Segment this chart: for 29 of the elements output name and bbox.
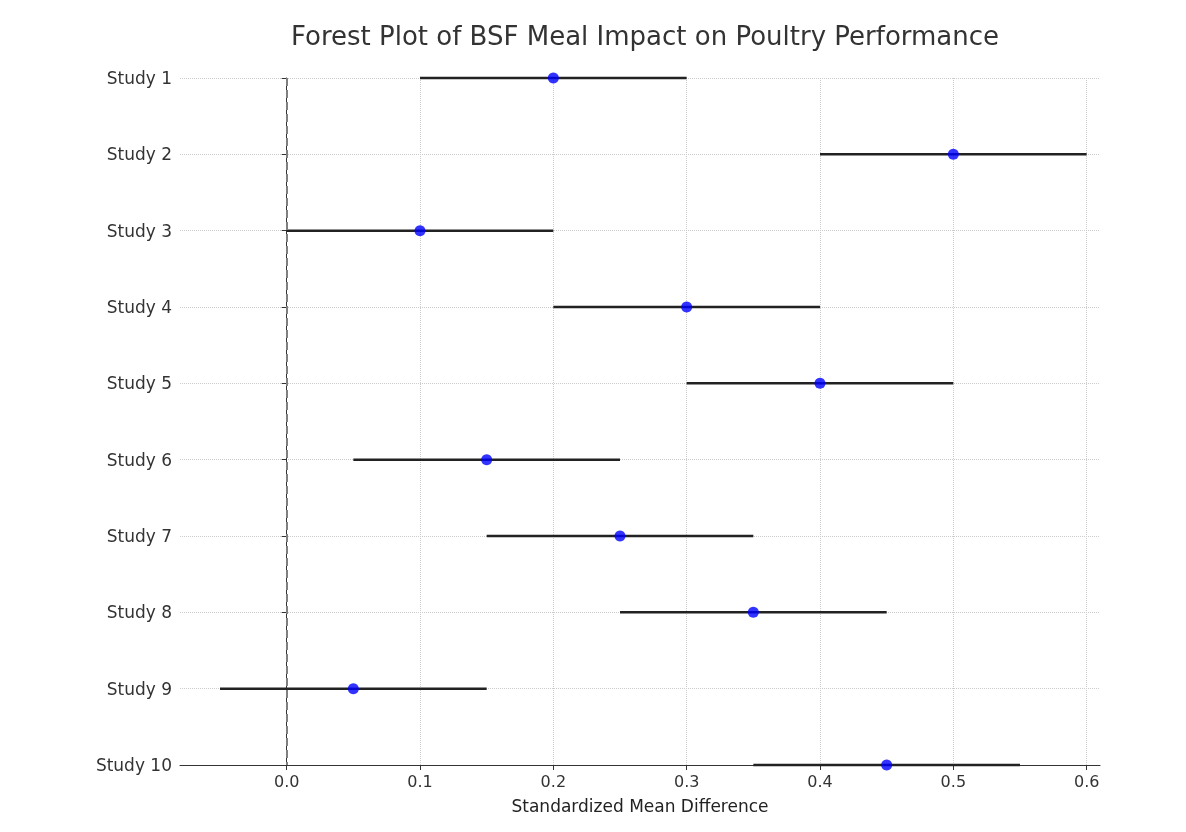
point bbox=[547, 72, 559, 84]
x-tick-label: 0.0 bbox=[273, 771, 300, 791]
y-tick-label: Study 9 bbox=[106, 678, 172, 699]
y-tick-label: Study 3 bbox=[106, 220, 172, 241]
y-tick-label: Study 6 bbox=[106, 449, 172, 470]
y-tick-label: Study 1 bbox=[106, 68, 172, 88]
x-tick-label: 0.4 bbox=[807, 771, 833, 791]
point bbox=[947, 148, 959, 160]
x-tick-label: 0.5 bbox=[940, 771, 967, 791]
point bbox=[614, 530, 626, 542]
point bbox=[881, 759, 893, 771]
chart-title: Forest Plot of BSF Meal Impact on Poultry Performance bbox=[290, 21, 1000, 51]
point bbox=[481, 454, 493, 466]
y-tick-label: Study 5 bbox=[106, 373, 172, 394]
point bbox=[681, 301, 693, 313]
y-tick-label: Study 2 bbox=[106, 144, 172, 165]
point bbox=[414, 225, 426, 237]
x-tick-label: 0.2 bbox=[540, 771, 567, 791]
point bbox=[814, 377, 826, 389]
y-tick-label: Study 8 bbox=[106, 602, 172, 623]
point bbox=[747, 606, 759, 618]
y-tick-label: Study 10 bbox=[95, 755, 172, 775]
x-tick-label: 0.6 bbox=[1073, 771, 1100, 791]
y-tick-label: Study 7 bbox=[106, 526, 172, 546]
x-axis-title: Standardized Mean Difference bbox=[511, 795, 769, 816]
x-tick-label: 0.1 bbox=[407, 771, 433, 791]
y-tick-label: Study 4 bbox=[106, 297, 172, 317]
point bbox=[347, 683, 359, 695]
x-tick-label: 0.3 bbox=[673, 771, 700, 791]
